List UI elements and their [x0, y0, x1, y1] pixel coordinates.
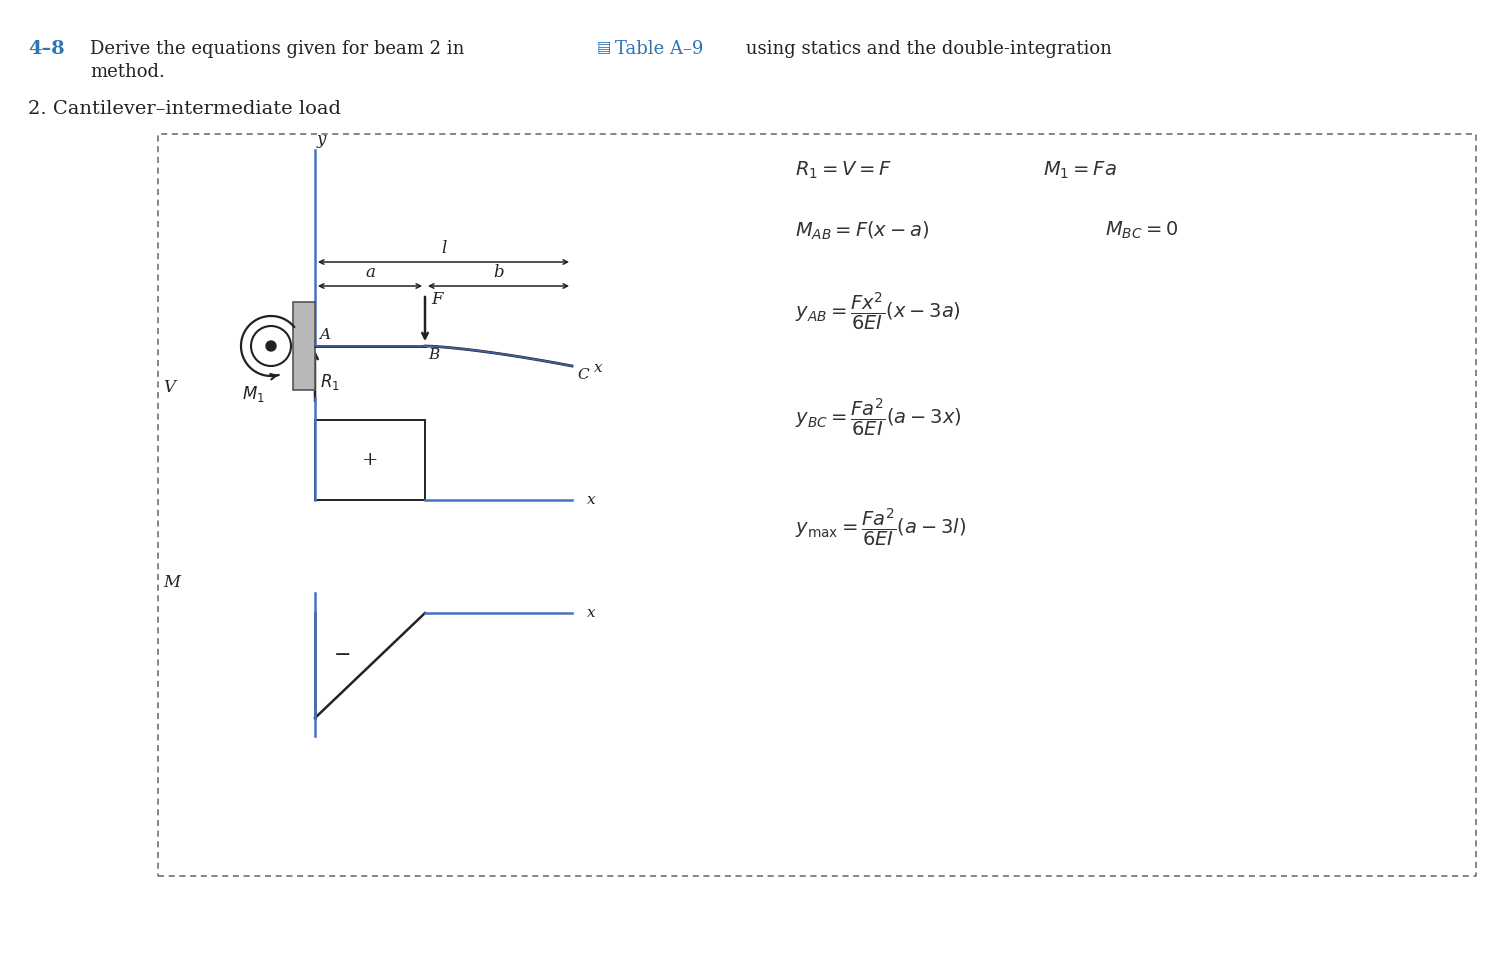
Bar — [293, 302, 315, 390]
Circle shape — [266, 341, 276, 351]
Bar — [158, 134, 1476, 876]
Text: method.: method. — [90, 63, 164, 81]
Text: $M_{BC} = 0$: $M_{BC} = 0$ — [1106, 220, 1179, 241]
Circle shape — [251, 326, 291, 366]
Text: a: a — [365, 264, 375, 281]
Text: $R_1$: $R_1$ — [320, 372, 341, 392]
Text: V: V — [163, 379, 175, 396]
Text: C: C — [577, 368, 589, 382]
Text: b: b — [493, 264, 503, 281]
Text: +: + — [362, 451, 378, 469]
Text: $M_{AB} = F(x - a)$: $M_{AB} = F(x - a)$ — [795, 220, 929, 242]
Text: $y_{BC} = \dfrac{Fa^2}{6EI}(a - 3x)$: $y_{BC} = \dfrac{Fa^2}{6EI}(a - 3x)$ — [795, 396, 962, 438]
Text: ▤: ▤ — [598, 40, 611, 55]
Text: $y_{\mathrm{max}} = \dfrac{Fa^2}{6EI}(a - 3l)$: $y_{\mathrm{max}} = \dfrac{Fa^2}{6EI}(a … — [795, 506, 967, 548]
Text: $M_1$: $M_1$ — [242, 384, 264, 404]
Text: Table A–9: Table A–9 — [616, 40, 704, 58]
Text: $M_1 = Fa$: $M_1 = Fa$ — [1043, 160, 1118, 181]
Text: 4–8: 4–8 — [28, 40, 64, 58]
Bar — [315, 420, 424, 500]
Text: B: B — [427, 348, 439, 362]
Text: F: F — [430, 291, 442, 309]
Text: A: A — [320, 328, 330, 342]
Text: 2. Cantilever–intermediate load: 2. Cantilever–intermediate load — [28, 100, 341, 118]
Text: M: M — [163, 574, 179, 591]
Text: y: y — [317, 131, 326, 148]
Text: x: x — [595, 361, 602, 375]
Text: x: x — [587, 493, 596, 507]
Text: x: x — [587, 606, 596, 620]
Text: using statics and the double-integration: using statics and the double-integration — [740, 40, 1112, 58]
Text: l: l — [441, 240, 447, 257]
Text: Derive the equations given for beam 2 in: Derive the equations given for beam 2 in — [90, 40, 471, 58]
Text: $y_{AB} = \dfrac{Fx^2}{6EI}(x - 3a)$: $y_{AB} = \dfrac{Fx^2}{6EI}(x - 3a)$ — [795, 290, 961, 332]
Text: −: − — [335, 646, 351, 665]
Text: $R_1 = V = F$: $R_1 = V = F$ — [795, 160, 892, 181]
